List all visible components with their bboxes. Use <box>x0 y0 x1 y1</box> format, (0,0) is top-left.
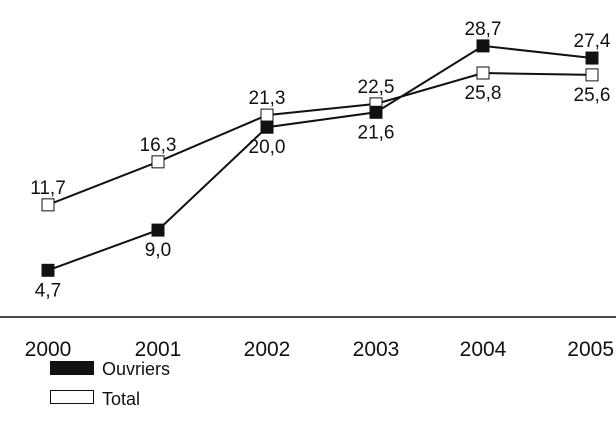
data-label-total-2005: 25,6 <box>574 85 611 106</box>
series-markers <box>41 39 599 277</box>
marker-ouvriers-2005 <box>585 51 599 65</box>
marker-total-2001 <box>151 155 165 169</box>
x-tick-label-2005: 2005 <box>567 338 614 361</box>
legend-label-ouvriers: Ouvriers <box>102 359 170 379</box>
marker-ouvriers-2003 <box>369 105 383 119</box>
marker-ouvriers-2004 <box>476 39 490 53</box>
data-label-ouvriers-2002: 20,0 <box>249 137 286 158</box>
series-lines <box>47 44 593 272</box>
x-tick-label-2000: 2000 <box>25 338 72 361</box>
data-label-ouvriers-2003: 21,6 <box>358 122 395 143</box>
data-label-ouvriers-2001: 9,0 <box>145 240 171 261</box>
data-label-total-2001: 16,3 <box>140 135 177 156</box>
marker-ouvriers-2000 <box>41 263 55 277</box>
line-total <box>47 72 593 206</box>
x-tick-label-2001: 2001 <box>135 338 182 361</box>
legend: Ouvriers Total <box>50 359 170 409</box>
marker-total-2002 <box>260 108 274 122</box>
x-tick-label-2004: 2004 <box>460 338 507 361</box>
x-tick-labels: 2000 2001 2002 2003 2004 2005 <box>25 338 614 361</box>
data-label-total-2000: 11,7 <box>30 178 66 199</box>
legend-swatch-total <box>50 390 94 404</box>
marker-total-2004 <box>476 66 490 80</box>
marker-ouvriers-2002 <box>260 120 274 134</box>
marker-total-2005 <box>585 68 599 82</box>
x-tick-label-2003: 2003 <box>353 338 400 361</box>
marker-total-2000 <box>41 198 55 212</box>
data-label-total-2004: 25,8 <box>465 83 502 104</box>
marker-ouvriers-2001 <box>151 223 165 237</box>
data-labels: 11,7 16,3 21,3 22,5 25,8 25,6 4,7 9,0 20,0 21,6 28… <box>30 19 611 301</box>
legend-label-total: Total <box>102 389 140 409</box>
line-ouvriers <box>47 44 593 272</box>
legend-swatch-ouvriers <box>50 361 94 375</box>
data-label-ouvriers-2004: 28,7 <box>465 19 502 40</box>
data-label-ouvriers-2000: 4,7 <box>35 280 61 301</box>
data-label-ouvriers-2005: 27,4 <box>574 31 611 52</box>
x-tick-label-2002: 2002 <box>244 338 291 361</box>
data-label-total-2003: 22,5 <box>358 77 395 98</box>
data-label-total-2002: 21,3 <box>249 88 286 109</box>
